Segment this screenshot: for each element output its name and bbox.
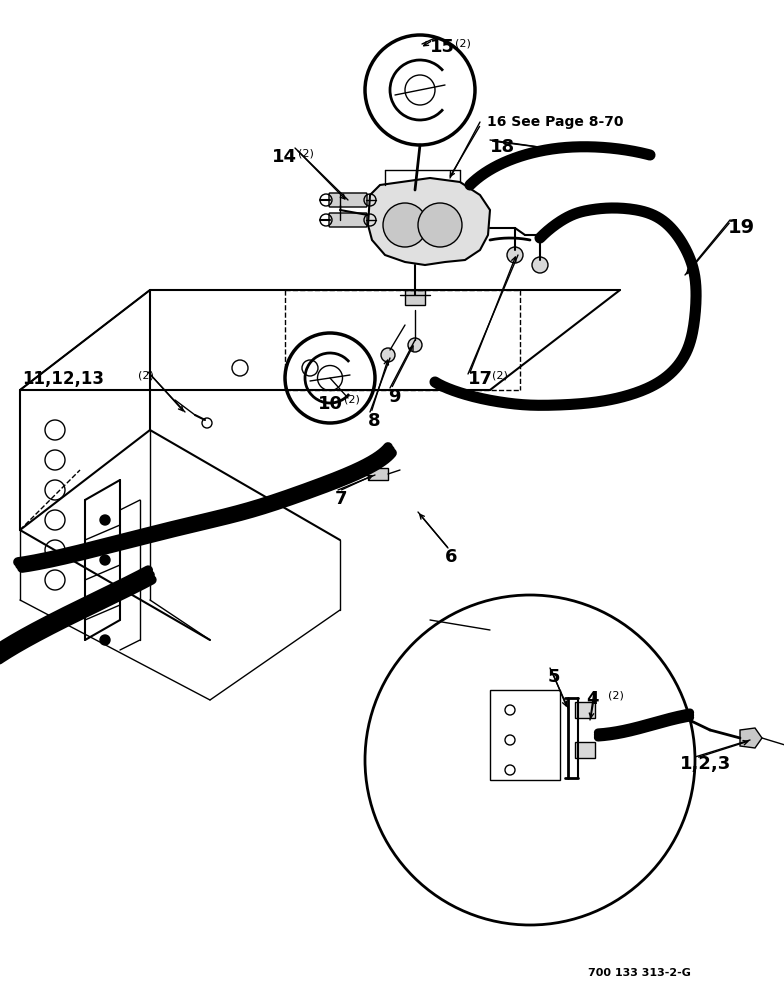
- Text: 4: 4: [586, 690, 598, 708]
- Text: 8: 8: [368, 412, 380, 430]
- Text: 7: 7: [335, 490, 347, 508]
- Text: (2): (2): [344, 395, 360, 405]
- Text: 5: 5: [548, 668, 561, 686]
- Bar: [575, 742, 595, 758]
- FancyBboxPatch shape: [329, 213, 367, 227]
- Circle shape: [507, 247, 523, 263]
- Text: (2): (2): [608, 690, 624, 700]
- Text: 10: 10: [318, 395, 343, 413]
- Text: 1,2,3: 1,2,3: [680, 755, 731, 773]
- Text: 16 See Page 8-70: 16 See Page 8-70: [487, 115, 623, 129]
- Circle shape: [100, 595, 110, 605]
- Text: (2): (2): [492, 370, 508, 380]
- Polygon shape: [740, 728, 762, 748]
- Text: 9: 9: [388, 388, 401, 406]
- Text: 17: 17: [468, 370, 493, 388]
- Circle shape: [383, 203, 427, 247]
- Text: 6: 6: [445, 548, 458, 566]
- Circle shape: [100, 635, 110, 645]
- Bar: [368, 468, 388, 480]
- Text: (2): (2): [455, 38, 471, 48]
- Text: (2): (2): [298, 148, 314, 158]
- Circle shape: [381, 348, 395, 362]
- Text: 14: 14: [272, 148, 297, 166]
- Bar: [405, 290, 425, 305]
- Text: 18: 18: [490, 138, 515, 156]
- Circle shape: [100, 515, 110, 525]
- Text: (2): (2): [138, 370, 154, 380]
- Text: 15: 15: [430, 38, 455, 56]
- Text: 19: 19: [728, 218, 755, 237]
- Text: 11,12,13: 11,12,13: [22, 370, 104, 388]
- Polygon shape: [368, 178, 490, 265]
- Circle shape: [532, 257, 548, 273]
- FancyBboxPatch shape: [329, 193, 367, 207]
- Text: 700 133 313-2-G: 700 133 313-2-G: [588, 968, 691, 978]
- Circle shape: [100, 555, 110, 565]
- Bar: [575, 702, 595, 718]
- Circle shape: [418, 203, 462, 247]
- Circle shape: [408, 338, 422, 352]
